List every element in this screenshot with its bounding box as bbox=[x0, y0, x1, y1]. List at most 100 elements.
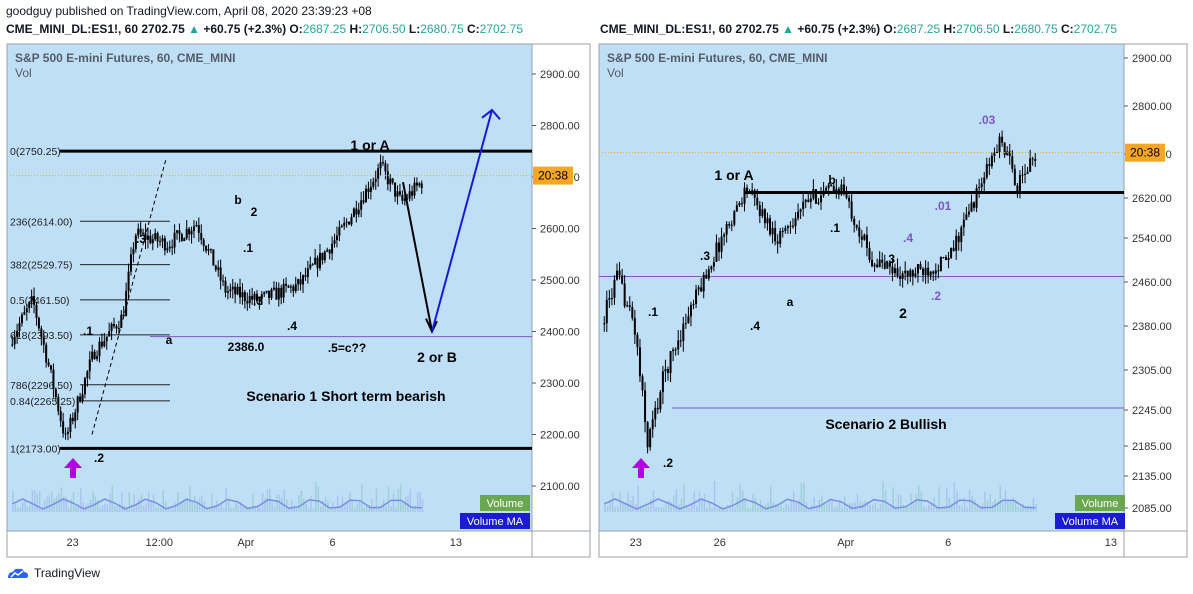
volume-bar bbox=[41, 506, 43, 512]
candle-body bbox=[335, 235, 338, 241]
candle-body bbox=[323, 251, 326, 261]
candle-body bbox=[906, 270, 909, 277]
y-tick-label: 2100.00 bbox=[540, 481, 580, 493]
candle-body bbox=[241, 292, 244, 298]
volume-bar bbox=[861, 502, 864, 512]
volume-bar bbox=[841, 507, 843, 512]
candle-body bbox=[922, 268, 925, 276]
volume-bar bbox=[130, 503, 133, 512]
candle-body bbox=[983, 177, 986, 184]
volume-bar bbox=[701, 498, 703, 512]
volume-bar bbox=[624, 502, 627, 512]
volume-bar bbox=[889, 506, 892, 512]
candle-body bbox=[243, 292, 246, 302]
candle-body bbox=[297, 279, 300, 285]
volume-bar bbox=[828, 498, 831, 512]
candle-body bbox=[105, 336, 108, 342]
volume-bar bbox=[660, 507, 662, 512]
volume-bar bbox=[344, 504, 346, 512]
plot-area bbox=[7, 44, 532, 531]
volume-bar bbox=[106, 504, 109, 512]
volume-bar bbox=[604, 501, 606, 512]
volume-bar bbox=[698, 491, 701, 512]
volume-bar bbox=[378, 506, 380, 512]
volume-bar bbox=[310, 496, 312, 512]
candle-body bbox=[837, 188, 840, 195]
candle-body bbox=[180, 234, 183, 242]
y-tick-label: 2200.00 bbox=[540, 430, 580, 442]
volume-bar bbox=[1019, 506, 1022, 512]
volume-bar bbox=[943, 506, 945, 512]
y-tick-label: 2500.00 bbox=[540, 275, 580, 287]
candle-body bbox=[35, 304, 38, 318]
volume-bar bbox=[668, 500, 670, 512]
candle-body bbox=[924, 267, 927, 276]
candle-body bbox=[219, 267, 222, 281]
candle-body bbox=[328, 249, 331, 254]
candle-body bbox=[338, 227, 341, 236]
volume-bar bbox=[48, 495, 51, 512]
price-axis bbox=[531, 43, 591, 532]
volume-bar bbox=[290, 500, 293, 512]
volume-bar bbox=[145, 503, 148, 512]
candle-body bbox=[712, 261, 715, 267]
volume-bar bbox=[336, 495, 339, 512]
candle-body bbox=[18, 323, 21, 331]
volume-bar bbox=[757, 506, 759, 512]
wave-annotation: .2 bbox=[931, 289, 941, 303]
candle-body bbox=[190, 230, 193, 235]
volume-bar bbox=[775, 504, 777, 512]
volume-bar bbox=[155, 507, 157, 512]
candle-body bbox=[146, 235, 149, 240]
candle-body bbox=[985, 164, 988, 178]
y-tick-label: 2900.00 bbox=[1132, 53, 1172, 65]
candle-body bbox=[420, 183, 423, 189]
x-tick-label: 12:00 bbox=[145, 537, 173, 549]
candle-body bbox=[331, 243, 334, 254]
candle-body bbox=[786, 226, 789, 229]
candle-body bbox=[333, 240, 336, 244]
candle-body bbox=[311, 264, 314, 266]
volume-bar bbox=[1022, 503, 1024, 512]
legend-volume-ma: Volume MA bbox=[467, 516, 524, 528]
volume-bar bbox=[247, 507, 249, 512]
volume-bar bbox=[242, 504, 244, 512]
wave-annotation: .1 bbox=[830, 221, 840, 235]
tradingview-logo[interactable]: TradingView bbox=[6, 566, 100, 580]
candle-body bbox=[316, 257, 319, 269]
candle-body bbox=[715, 242, 718, 262]
volume-bar bbox=[118, 503, 121, 512]
volume-bar bbox=[346, 502, 349, 512]
candle-body bbox=[710, 266, 713, 270]
volume-bar bbox=[281, 498, 283, 512]
y-tick-label: 2400.00 bbox=[540, 327, 580, 339]
candle-body bbox=[253, 293, 256, 300]
volume-bar bbox=[26, 507, 29, 512]
volume-bar bbox=[201, 495, 203, 512]
candle-body bbox=[855, 224, 858, 228]
volume-bar bbox=[150, 500, 152, 512]
time-axis bbox=[6, 530, 533, 558]
candle-body bbox=[217, 267, 220, 270]
candle-body bbox=[725, 223, 728, 235]
volume-bar bbox=[286, 499, 288, 512]
fib-label: 382(2529.75) bbox=[10, 260, 72, 272]
volume-bar bbox=[179, 503, 181, 512]
candle-body bbox=[740, 203, 743, 205]
candle-body bbox=[277, 287, 280, 300]
candle-body bbox=[100, 341, 103, 347]
volume-bar bbox=[177, 491, 179, 512]
candle-body bbox=[183, 238, 186, 242]
candle-body bbox=[911, 270, 914, 277]
candle-body bbox=[1031, 158, 1034, 160]
volume-bar bbox=[128, 492, 131, 512]
candle-body bbox=[980, 183, 983, 187]
candle-body bbox=[345, 221, 348, 224]
volume-bar bbox=[356, 503, 358, 512]
volume-bar bbox=[186, 497, 189, 512]
candle-body bbox=[246, 301, 249, 304]
volume-bar bbox=[833, 507, 836, 512]
y-tick-label: 2620.00 bbox=[1132, 193, 1172, 205]
volume-bar bbox=[1014, 499, 1017, 512]
